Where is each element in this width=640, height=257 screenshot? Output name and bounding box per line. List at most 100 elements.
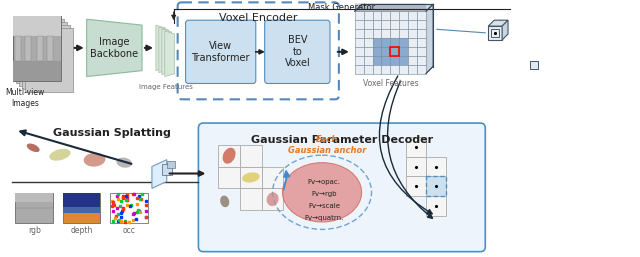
Bar <box>390 11 399 20</box>
Bar <box>13 16 61 36</box>
Bar <box>240 167 262 188</box>
Bar <box>390 47 399 56</box>
Bar <box>408 56 417 65</box>
Bar <box>390 38 399 47</box>
Text: Voxel Features: Voxel Features <box>362 79 418 88</box>
Bar <box>355 11 364 20</box>
Text: occ: occ <box>123 226 136 235</box>
Bar <box>390 47 399 56</box>
Bar <box>364 20 372 29</box>
Bar <box>426 196 445 216</box>
Bar <box>408 11 417 20</box>
Bar <box>417 65 426 74</box>
Bar <box>364 56 372 65</box>
Bar <box>47 36 53 61</box>
Bar <box>399 47 408 56</box>
Bar <box>406 177 426 196</box>
Bar <box>390 20 399 29</box>
Bar <box>381 11 390 20</box>
Bar <box>13 16 61 80</box>
Bar <box>26 36 31 61</box>
Bar <box>417 47 426 56</box>
Bar <box>381 47 390 56</box>
Bar <box>417 11 426 20</box>
Text: Fv→opac.: Fv→opac. <box>308 179 340 185</box>
Bar <box>372 11 381 20</box>
Text: rgb: rgb <box>28 226 40 235</box>
Bar <box>355 38 364 47</box>
Bar <box>355 29 364 38</box>
Bar <box>19 22 67 86</box>
Ellipse shape <box>84 153 106 167</box>
Ellipse shape <box>220 196 229 207</box>
Bar <box>408 38 417 47</box>
Bar <box>417 38 426 47</box>
Bar <box>372 38 381 47</box>
Bar <box>381 20 390 29</box>
Polygon shape <box>164 31 175 77</box>
Text: Gaussian Parameter Decoder: Gaussian Parameter Decoder <box>251 135 433 145</box>
Text: depth: depth <box>70 226 93 235</box>
Text: Image
Backbone: Image Backbone <box>90 37 138 59</box>
Bar <box>355 56 364 65</box>
Bar <box>530 61 538 69</box>
Ellipse shape <box>267 192 278 206</box>
Bar <box>218 145 240 167</box>
Bar <box>390 29 399 38</box>
Polygon shape <box>152 160 167 188</box>
Bar <box>167 161 175 168</box>
Bar <box>426 177 445 196</box>
Ellipse shape <box>49 149 70 161</box>
Text: BEV
to
Voxel: BEV to Voxel <box>284 35 310 68</box>
Bar <box>488 26 502 40</box>
Bar <box>381 56 390 65</box>
Bar <box>426 157 445 177</box>
Bar <box>381 29 390 38</box>
Bar <box>15 193 53 202</box>
Bar <box>406 137 426 157</box>
Text: Gaussian Splatting: Gaussian Splatting <box>53 128 172 138</box>
Bar <box>381 65 390 74</box>
Text: Multi-view
Images: Multi-view Images <box>6 88 45 108</box>
Bar <box>408 20 417 29</box>
Bar <box>399 29 408 38</box>
Bar <box>399 38 408 47</box>
Bar <box>492 29 499 37</box>
Bar <box>372 65 381 74</box>
Text: Each
Gaussian anchor: Each Gaussian anchor <box>288 135 366 154</box>
Polygon shape <box>502 20 508 40</box>
Bar <box>417 20 426 29</box>
Bar <box>355 65 364 74</box>
Bar <box>417 29 426 38</box>
Bar <box>240 145 262 167</box>
FancyBboxPatch shape <box>265 20 330 84</box>
Bar <box>408 65 417 74</box>
Bar <box>262 188 284 210</box>
Ellipse shape <box>223 148 236 164</box>
Bar <box>399 20 408 29</box>
Bar <box>364 11 372 20</box>
Bar <box>399 65 408 74</box>
Bar <box>372 56 381 65</box>
Bar <box>408 47 417 56</box>
Bar <box>399 11 408 20</box>
Bar <box>372 47 381 56</box>
FancyBboxPatch shape <box>178 2 339 99</box>
Ellipse shape <box>116 158 132 168</box>
Bar <box>408 29 417 38</box>
FancyBboxPatch shape <box>186 20 256 84</box>
Bar <box>240 188 262 210</box>
Bar <box>110 193 148 223</box>
Polygon shape <box>426 4 433 74</box>
Bar <box>22 25 70 89</box>
Text: Fv→quatrn.: Fv→quatrn. <box>305 215 344 221</box>
Bar <box>17 19 64 84</box>
Bar <box>372 20 381 29</box>
Polygon shape <box>156 25 166 71</box>
Bar <box>364 38 372 47</box>
Bar <box>406 157 426 177</box>
Bar <box>37 36 43 61</box>
Bar <box>63 193 100 207</box>
Bar <box>381 38 390 47</box>
Text: Voxel Encoder: Voxel Encoder <box>219 13 298 23</box>
